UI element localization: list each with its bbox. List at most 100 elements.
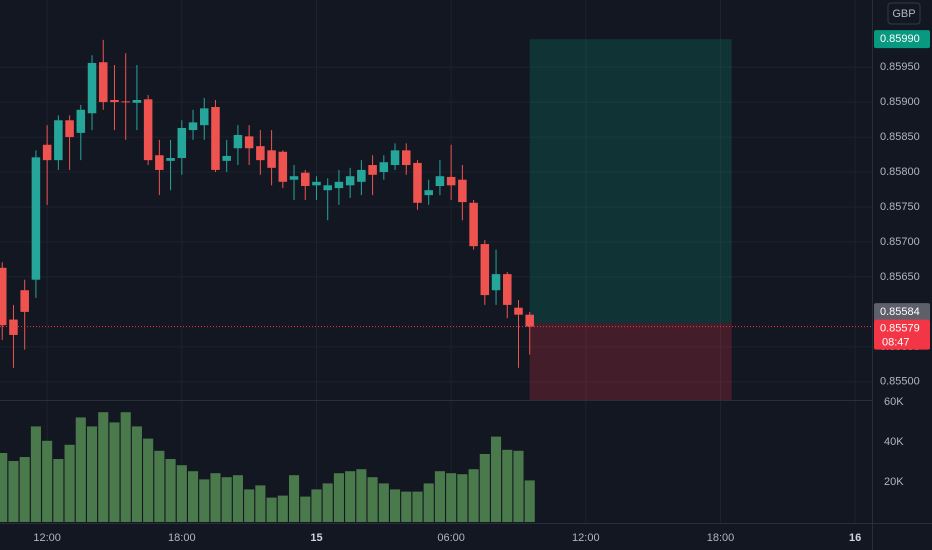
volume-bar: [154, 450, 165, 522]
volume-bars: [0, 412, 535, 522]
candle-body: [368, 165, 377, 175]
volume-bar: [143, 438, 154, 522]
volume-bar: [468, 469, 479, 522]
candle-body: [87, 62, 97, 114]
candle-body: [323, 185, 332, 191]
candle-body: [424, 190, 433, 196]
candle-body: [502, 274, 512, 305]
candle-body: [42, 144, 52, 161]
volume-bar: [333, 473, 344, 522]
candles: [0, 39, 872, 368]
volume-bar: [131, 426, 142, 522]
candle-body: [312, 181, 321, 186]
position-tool[interactable]: [529, 39, 732, 400]
stop-zone: [529, 323, 732, 400]
volume-bar: [389, 489, 401, 522]
candle-body: [54, 120, 63, 161]
volume-bar: [120, 412, 131, 522]
x-tick-label: 15: [310, 532, 322, 544]
volume-bar: [53, 459, 64, 522]
volume-bar: [356, 469, 367, 522]
volume-bar: [98, 412, 109, 522]
candle-body: [491, 274, 501, 291]
volume-bar: [311, 489, 322, 522]
y-tick-label: 0.85900: [880, 96, 920, 108]
volume-bar: [434, 471, 445, 522]
volume-bar: [30, 426, 41, 522]
volume-bar: [524, 480, 535, 522]
candle-body: [31, 157, 41, 280]
currency-label[interactable]: GBP: [892, 8, 915, 20]
volume-bar: [64, 444, 75, 522]
candle-body: [20, 290, 29, 312]
volume-bar: [345, 471, 356, 522]
candle-body: [211, 106, 220, 170]
candle-body: [143, 99, 153, 161]
candle-body: [267, 150, 276, 168]
candle-body: [413, 162, 422, 203]
price-tags: 0.85990 0.85584 0.85579 08:47: [874, 30, 930, 350]
volume-bar: [176, 465, 187, 522]
candle-body: [0, 267, 7, 326]
volume-bar: [266, 497, 277, 522]
volume-bar: [244, 489, 255, 522]
countdown: 08:47: [882, 336, 910, 348]
candle-body: [458, 179, 467, 203]
volume-tick-label: 20K: [884, 476, 904, 488]
target-zone: [529, 39, 732, 324]
candle-body: [9, 319, 18, 335]
price-tag: [874, 303, 930, 322]
candle-body: [435, 176, 445, 187]
volume-bar: [479, 454, 490, 522]
volume-bar: [165, 459, 176, 522]
candle-body: [166, 158, 175, 161]
volume-bar: [513, 450, 524, 522]
candle-body: [155, 155, 164, 170]
y-tick-label: 0.85950: [880, 61, 920, 73]
candle-body: [132, 100, 142, 103]
volume-bar: [75, 417, 86, 522]
volume-bar: [446, 473, 457, 522]
volume-bar: [378, 483, 389, 522]
candle-body: [357, 169, 366, 182]
volume-bar: [8, 461, 19, 522]
y-tick-label: 0.85500: [880, 376, 920, 388]
x-tick-label: 18:00: [168, 532, 196, 544]
price-tag-label: 0.85990: [880, 33, 920, 45]
price-tag: [874, 319, 930, 350]
candle-body: [244, 136, 254, 149]
volume-bar: [255, 485, 266, 522]
candle-body: [289, 176, 299, 180]
y-tick-label: 0.85650: [880, 271, 920, 283]
volume-bar: [42, 440, 53, 522]
x-tick-label: 16: [849, 532, 861, 544]
candle-body: [401, 150, 411, 166]
volume-bar: [199, 479, 210, 522]
volume-bar: [221, 477, 232, 522]
currency-box[interactable]: [887, 2, 921, 25]
candle-body: [514, 307, 523, 315]
candle-body: [300, 172, 310, 187]
volume-tick-label: 40K: [884, 436, 904, 448]
candle-body: [480, 244, 490, 296]
volume-bar: [109, 422, 120, 522]
price-tag-label: 0.85584: [880, 306, 920, 318]
candle-body: [98, 62, 108, 103]
volume-bar: [457, 474, 468, 522]
volume-bar: [277, 495, 288, 522]
volume-bar: [490, 436, 502, 522]
volume-bar: [322, 483, 333, 522]
candle-body: [446, 176, 456, 186]
volume-bar: [401, 491, 412, 522]
candle-body: [65, 120, 74, 138]
volume-bar: [210, 473, 221, 522]
volume-bar: [86, 426, 98, 522]
x-tick-label: 06:00: [437, 532, 465, 544]
candle-body: [188, 122, 198, 131]
price-tag-label: 0.85579: [880, 322, 920, 334]
x-tick-label: 12:00: [33, 532, 61, 544]
volume-bar: [19, 457, 30, 522]
x-tick-label: 12:00: [572, 532, 600, 544]
volume-bar: [367, 477, 378, 522]
